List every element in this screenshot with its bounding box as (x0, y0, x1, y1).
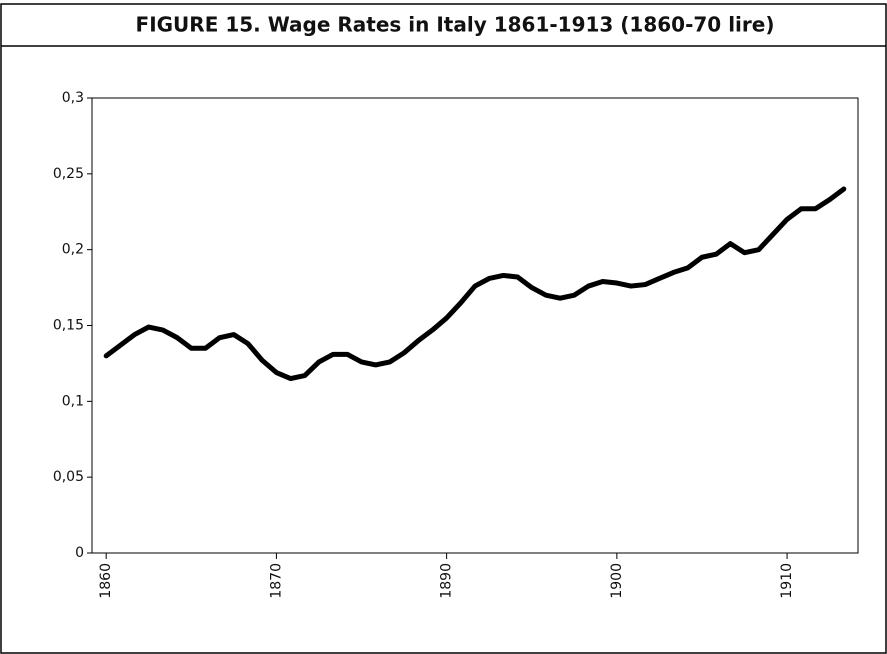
y-tick-label: 0,1 (62, 393, 84, 409)
y-tick-label: 0 (75, 545, 84, 561)
y-tick-label: 0,05 (53, 469, 84, 485)
plot-area (91, 97, 859, 554)
frame (0, 3, 887, 654)
y-tick-label: 0,15 (53, 318, 84, 334)
y-tick-label: 0,3 (62, 90, 84, 106)
x-tick-label: 1890 (439, 563, 455, 599)
y-tick-label: 0,25 (53, 166, 84, 182)
x-tick-label: 1860 (98, 563, 114, 599)
chart-title: FIGURE 15. Wage Rates in Italy 1861-1913… (136, 13, 775, 37)
x-tick-label: 1870 (268, 563, 284, 599)
x-tick-label: 1910 (779, 563, 795, 599)
x-tick-label: 1900 (609, 563, 625, 599)
y-tick-label: 0,2 (62, 242, 84, 258)
data-line (103, 186, 847, 382)
